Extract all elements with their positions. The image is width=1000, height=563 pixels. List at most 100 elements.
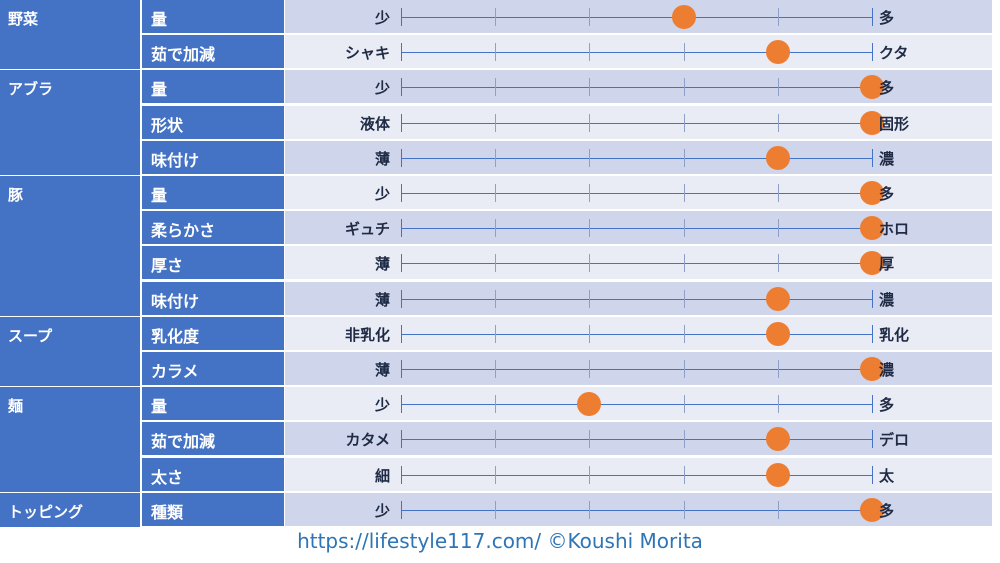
rating-row: 柔らかさ ギュチ ホロ <box>141 211 992 246</box>
scale-tick <box>401 113 402 132</box>
scale-tick <box>872 430 873 449</box>
scale-tick <box>589 430 591 449</box>
rating-scale: ギュチ ホロ <box>284 211 992 246</box>
scale-max-label: 濃 <box>879 361 895 379</box>
rating-scale: 少多 <box>284 70 992 105</box>
scale-tick <box>401 148 402 167</box>
rating-marker <box>860 216 884 241</box>
rating-marker <box>765 462 790 487</box>
scale-min-label: シャキ <box>344 44 390 63</box>
scale-tick <box>683 395 685 414</box>
scale-tick <box>401 78 402 97</box>
scale-min-label: ギュチ <box>344 220 390 239</box>
scale-tick <box>683 465 685 484</box>
scale-tick <box>495 465 497 484</box>
scale-tick <box>495 395 497 414</box>
rating-row: 量少多 <box>141 176 992 210</box>
rating-row: 厚さ 薄 厚 <box>141 246 992 281</box>
scale-tick <box>872 289 873 308</box>
scale-max-label: 濃 <box>879 290 895 309</box>
scale-tick <box>401 219 402 238</box>
scale-tick <box>777 8 779 26</box>
scale-tick <box>683 148 685 167</box>
scale-tick <box>589 289 591 308</box>
scale-axis <box>401 17 872 18</box>
scale-min-label: 少 <box>374 79 390 98</box>
rating-scale: 液体 固形 <box>284 105 992 140</box>
scale-tick <box>589 500 591 519</box>
scale-axis <box>401 474 872 476</box>
rating-marker <box>860 181 884 205</box>
scale-min-label: 少 <box>374 185 390 203</box>
scale-min-label: 薄 <box>374 290 390 309</box>
scale-max-label: 固形 <box>879 114 910 133</box>
rating-marker <box>860 497 884 522</box>
scale-max-label: 厚 <box>879 255 895 274</box>
scale-tick <box>872 324 873 343</box>
scale-max-label: 濃 <box>879 149 895 168</box>
scale-max-label: 多 <box>879 79 895 98</box>
scale-max-label: 太 <box>879 466 895 485</box>
scale-tick <box>683 43 685 62</box>
scale-tick <box>777 254 779 273</box>
rating-marker <box>765 286 790 311</box>
attribute-label: 種類 <box>141 492 284 527</box>
rating-row: 量少多 <box>141 70 992 105</box>
rating-row: 乳化度 非乳化 乳化 <box>141 316 992 351</box>
attribute-label: 量 <box>141 70 284 105</box>
category-cell: アブラ <box>0 70 141 175</box>
scale-min-label: 薄 <box>374 361 390 379</box>
scale-tick <box>589 465 591 484</box>
scale-tick <box>495 113 497 132</box>
scale-min-label: 薄 <box>374 149 390 168</box>
scale-min-label: 細 <box>374 466 390 485</box>
scale-axis <box>401 333 872 335</box>
scale-tick <box>589 43 591 62</box>
attribute-label: カラメ <box>141 352 284 386</box>
scale-tick <box>777 360 779 378</box>
scale-tick <box>401 289 402 308</box>
category-cell: 豚 <box>0 176 141 316</box>
scale-tick <box>777 500 779 519</box>
scale-min-label: カタメ <box>345 431 390 450</box>
scale-tick <box>401 430 402 449</box>
scale-tick <box>683 184 685 202</box>
scale-tick <box>589 148 591 167</box>
scale-tick <box>777 395 779 414</box>
rating-marker <box>860 75 884 100</box>
scale-tick <box>401 395 402 414</box>
rating-marker <box>860 110 884 135</box>
rating-row: 太さ細太 <box>141 457 992 492</box>
attribute-label: 太さ <box>141 457 284 492</box>
rating-marker <box>860 251 884 276</box>
category-cell: トッピング <box>0 492 141 527</box>
scale-min-label: 薄 <box>374 255 390 274</box>
scale-axis <box>401 52 872 54</box>
scale-tick <box>401 324 402 343</box>
scale-tick <box>401 360 402 378</box>
scale-axis <box>401 439 872 441</box>
scale-min-label: 液体 <box>359 114 390 133</box>
scale-max-label: ホロ <box>879 220 910 239</box>
rating-marker <box>765 427 790 452</box>
rating-scale: 少多 <box>284 0 992 34</box>
scale-max-label: 多 <box>879 501 895 520</box>
attribute-label: 量 <box>141 0 284 34</box>
rating-marker <box>765 40 790 65</box>
scale-tick <box>589 254 591 273</box>
scale-tick <box>683 360 685 378</box>
rating-scale: 少多 <box>284 492 992 527</box>
attribute-label: 厚さ <box>141 246 284 281</box>
scale-tick <box>495 500 497 519</box>
scale-tick <box>589 324 591 343</box>
scale-tick <box>683 324 685 343</box>
rating-scale: 細太 <box>284 457 992 492</box>
rating-row: 種類少多 <box>141 492 992 527</box>
scale-tick <box>683 219 685 238</box>
scale-tick <box>872 43 873 62</box>
scale-tick <box>872 465 873 484</box>
rating-marker <box>765 145 790 170</box>
footer-credit: https://lifestyle117.com/ ©Koushi Morita <box>297 529 703 553</box>
rating-row: カラメ 薄 濃 <box>141 352 992 386</box>
rating-row: 味付け薄濃 <box>141 281 992 316</box>
